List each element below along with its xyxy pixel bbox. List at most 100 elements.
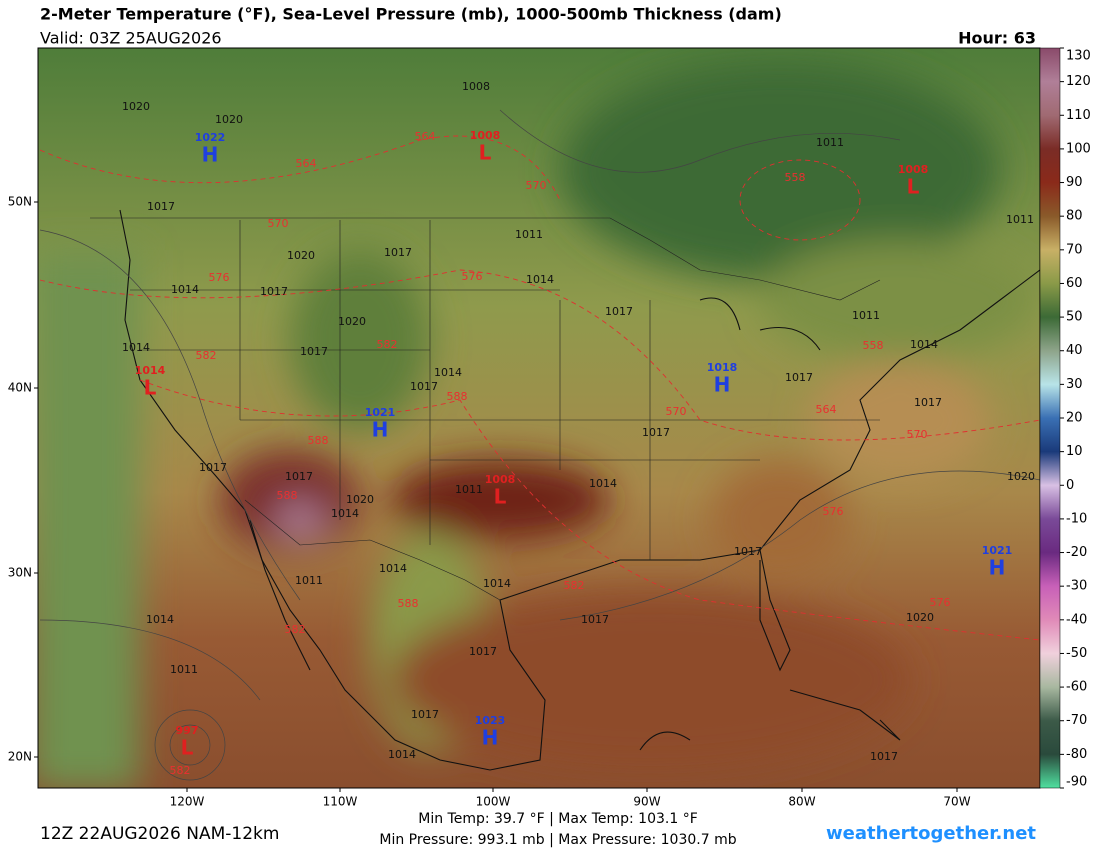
pressure-center-type: L: [479, 141, 492, 165]
isobar-label: 1017: [642, 426, 670, 439]
thickness-label: 564: [296, 157, 317, 170]
thickness-label: 564: [415, 130, 436, 143]
colorbar-tick-label: 10: [1066, 444, 1083, 459]
isobar-label: 1014: [388, 748, 416, 761]
lat-label: 50N: [8, 195, 32, 209]
colorbar-tick-label: 90: [1066, 175, 1083, 190]
lon-label: 70W: [943, 795, 970, 809]
colorbar-tick-label: 70: [1066, 242, 1083, 257]
colorbar-tick-label: -50: [1066, 646, 1087, 661]
isobar-label: 1011: [295, 574, 323, 587]
isobar-label: 1017: [914, 396, 942, 409]
lon-label: 120W: [170, 795, 205, 809]
isobar-label: 1020: [287, 249, 315, 262]
title: 2-Meter Temperature (°F), Sea-Level Pres…: [40, 5, 782, 24]
pressure-center-type: H: [989, 556, 1006, 580]
site-name: weathertogether.net: [826, 823, 1036, 844]
temp-range: Min Temp: 39.7 °F | Max Temp: 103.1 °F: [418, 811, 698, 827]
pressure-center-type: H: [202, 143, 219, 167]
isobar-label: 1017: [410, 380, 438, 393]
isobars: [39, 109, 1040, 781]
colorbar-tick-label: 110: [1066, 108, 1091, 123]
colorbar-tick-label: 100: [1066, 141, 1091, 156]
isobar-label: 1017: [285, 470, 313, 483]
thickness-label: 576: [209, 271, 230, 284]
isobar-label: 1014: [526, 273, 554, 286]
isobar-label: 1017: [199, 461, 227, 474]
thickness-label: 570: [268, 217, 289, 230]
isobar-label: 1014: [122, 341, 150, 354]
colorbar-tick-label: 120: [1066, 74, 1091, 89]
isobar-label: 1017: [469, 645, 497, 658]
thickness-label: 588: [398, 597, 419, 610]
colorbar-tick-label: 60: [1066, 276, 1083, 291]
isobar-label: 1014: [379, 562, 407, 575]
isobar-label: 1014: [146, 613, 174, 626]
pressure-center-value: 1018: [707, 361, 738, 374]
isobar-label: 1020: [346, 493, 374, 506]
isobar-label: 1011: [455, 483, 483, 496]
lon-label: 100W: [476, 795, 511, 809]
lon-label: 90W: [633, 795, 660, 809]
colorbar-tick-label: 50: [1066, 310, 1083, 325]
isobar-label: 1017: [147, 200, 175, 213]
isobar-label: 1011: [515, 228, 543, 241]
thickness-label: 576: [823, 505, 844, 518]
thickness-label: 570: [666, 405, 687, 418]
map: 1022H1008L1008L1018H1014L1021H1008L1021H…: [38, 48, 1040, 788]
thickness-label: 570: [526, 179, 547, 192]
lon-label: 110W: [323, 795, 358, 809]
colorbar-tick-label: -30: [1066, 579, 1087, 594]
thickness-label: 582: [170, 764, 191, 777]
thickness-label: 558: [785, 171, 806, 184]
isobar-label: 1017: [734, 545, 762, 558]
colorbar-tick-label: -90: [1066, 775, 1087, 790]
thickness-label: 564: [816, 403, 837, 416]
pressure-center-type: H: [372, 418, 389, 442]
isobar-label: 1008: [462, 80, 490, 93]
pressure-center-value: 1008: [898, 163, 929, 176]
isobar-label: 1020: [122, 100, 150, 113]
thickness-label: 588: [277, 489, 298, 502]
pressure-center-value: 1014: [135, 364, 166, 377]
isobar-label: 1017: [605, 305, 633, 318]
colorbar-tick-label: 80: [1066, 209, 1083, 224]
valid-time: Valid: 03Z 25AUG2026: [40, 29, 222, 48]
thickness-label: 588: [447, 390, 468, 403]
colorbar-tick-label: -70: [1066, 713, 1087, 728]
pressure-center-value: 1023: [475, 714, 506, 727]
temperature-field: [38, 60, 1040, 788]
colorbar-tick-label: 40: [1066, 343, 1083, 358]
lat-label: 20N: [8, 750, 32, 764]
coastlines: [119, 209, 1040, 771]
colorbar-tick-label: -40: [1066, 612, 1087, 627]
isobar-label: 1014: [434, 366, 462, 379]
isobar-label: 1014: [589, 477, 617, 490]
pressure-center-type: L: [494, 485, 507, 509]
isobar-label: 1011: [852, 309, 880, 322]
isobar-label: 1014: [483, 577, 511, 590]
thickness-label: 576: [462, 270, 483, 283]
axes: 50N 40N 30N 20N 120W 110W 100W 90W 80W 70W 130 120 1…: [8, 47, 1091, 809]
pressure-center-value: 1021: [365, 406, 396, 419]
isobar-label: 1014: [910, 338, 938, 351]
thickness-label: 558: [863, 339, 884, 352]
isobar-label: 1017: [384, 246, 412, 259]
isobar-label: 1011: [816, 136, 844, 149]
pressure-center-value: 1021: [982, 544, 1013, 557]
isobar-label: 1011: [1006, 213, 1034, 226]
isobar-label: 1020: [215, 113, 243, 126]
pressure-center-value: 1008: [485, 473, 516, 486]
thickness-lines: [39, 135, 1040, 641]
isobar-label: 1020: [338, 315, 366, 328]
thickness-label: 582: [564, 579, 585, 592]
thickness-label: 582: [285, 623, 306, 636]
isobar-label: 1017: [411, 708, 439, 721]
pressure-center-type: L: [144, 376, 157, 400]
isobar-label: 1011: [170, 663, 198, 676]
isobar-label: 1014: [331, 507, 359, 520]
map-labels: 1022H1008L1008L1018H1014L1021H1008L1021H…: [122, 80, 1035, 777]
isobar-label: 1017: [260, 285, 288, 298]
pressure-center-type: L: [181, 736, 194, 760]
lat-label: 40N: [8, 381, 32, 395]
